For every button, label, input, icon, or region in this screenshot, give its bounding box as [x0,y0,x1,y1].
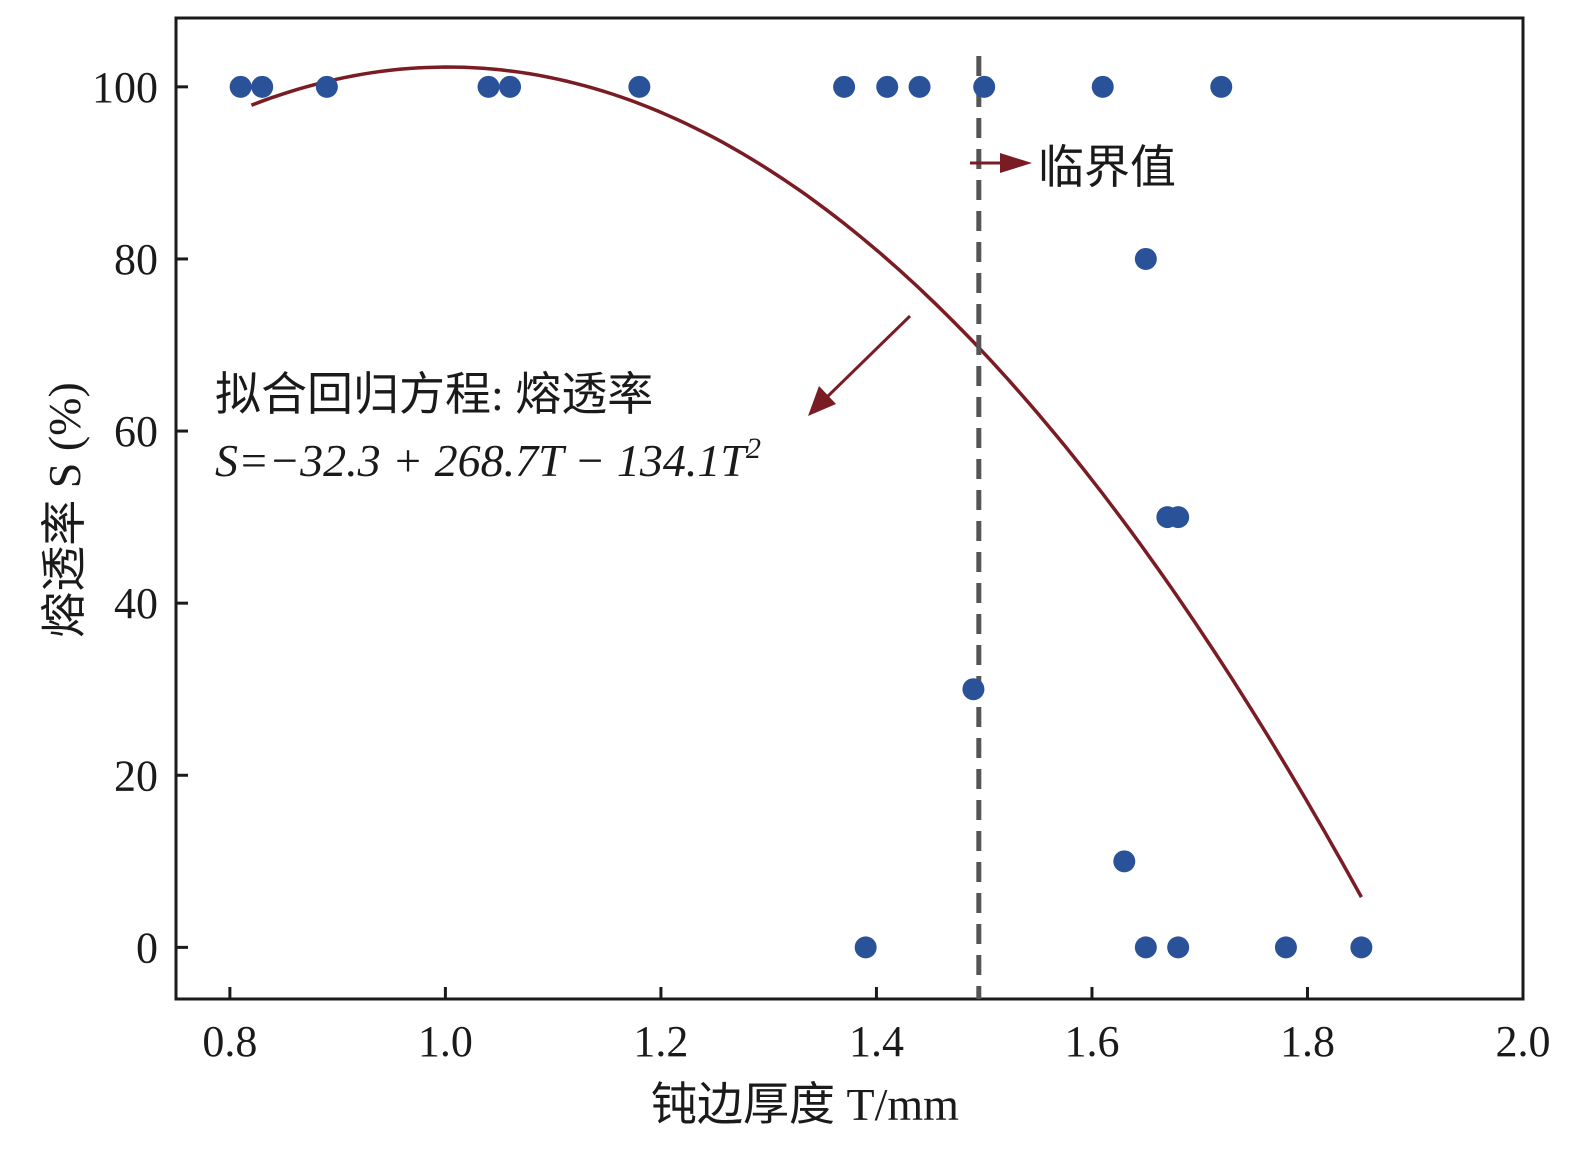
data-point [854,936,877,959]
data-point [1134,936,1157,959]
equation-text-line2: S=−32.3 + 268.7T − 134.1T2 [215,432,761,486]
data-point [876,75,899,98]
data-point [229,75,252,98]
y-tick-label: 40 [114,579,158,628]
plot-frame [174,16,1525,1001]
x-tick-label: 1.8 [1280,1017,1335,1066]
data-point [1134,247,1157,270]
equation-body: S=−32.3 + 268.7T − 134.1T [215,435,749,486]
data-point [962,678,985,701]
x-axis-label: 钝边厚度 T/mm [651,1079,959,1130]
data-point [908,75,931,98]
tick-labels: 0.8 1.0 1.2 1.4 1.6 1.8 2.0 0 20 40 60 80 100 [92,63,1551,1066]
y-tick-label: 0 [136,923,158,972]
data-point [477,75,500,98]
fit-curve [250,65,1363,898]
y-tick-label: 100 [92,63,158,112]
x-tick-label: 0.8 [202,1017,257,1066]
threshold-arrow-head [1000,153,1032,173]
equation-arrow-line [824,314,912,400]
data-point [1274,936,1297,959]
y-tick-label: 20 [114,751,158,800]
data-point [1113,850,1136,873]
fit-curve-layer [250,65,1363,898]
data-point [1210,75,1233,98]
data-point [973,75,996,98]
data-points [229,75,1373,959]
data-point [1091,75,1114,98]
tick-marks [176,85,1525,999]
x-tick-label: 1.4 [849,1017,904,1066]
data-point [628,75,651,98]
data-point [1167,936,1190,959]
x-tick-label: 1.2 [633,1017,688,1066]
y-axis-label: 熔透率 S (%) [39,382,90,638]
data-point [499,75,522,98]
data-point [251,75,274,98]
equation-text-line1: 拟合回归方程: 熔透率 [215,369,653,420]
equation-arrow-head [808,386,836,416]
data-point [1167,506,1190,529]
data-point [833,75,856,98]
threshold-label: 临界值 [1038,142,1176,193]
x-tick-label: 2.0 [1496,1017,1551,1066]
y-tick-label: 80 [114,235,158,284]
x-tick-label: 1.0 [418,1017,473,1066]
data-point [315,75,338,98]
x-tick-label: 1.6 [1064,1017,1119,1066]
y-tick-label: 60 [114,407,158,456]
equation-exponent: 2 [746,432,761,465]
data-point [1350,936,1373,959]
